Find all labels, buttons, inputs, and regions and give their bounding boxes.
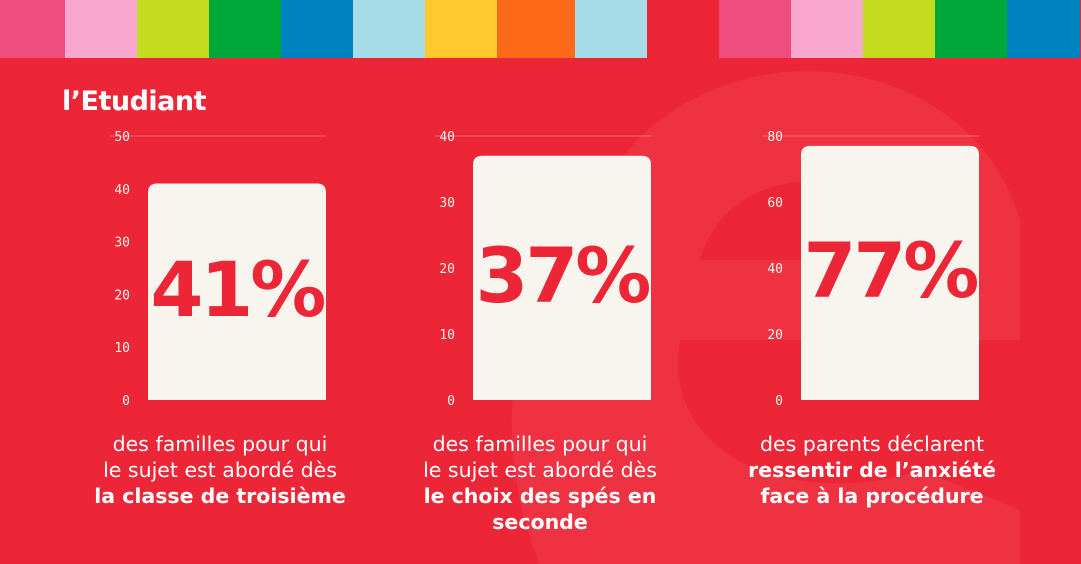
y-tick-label: 80 <box>767 130 783 145</box>
bar <box>801 145 979 400</box>
stripe-block <box>863 0 935 58</box>
y-tick-label: 10 <box>439 328 455 343</box>
data-label: 37% <box>476 231 650 320</box>
y-tick-label: 40 <box>767 262 783 277</box>
caption-line-bold: face à la procédure <box>760 484 984 508</box>
bar-chart-spes-seconde: 0 10 20 30 40 37% <box>405 120 705 420</box>
caption-line: des familles pour qui <box>432 432 648 456</box>
stripe-block <box>137 0 209 58</box>
y-tick-label: 20 <box>767 328 783 343</box>
bar-chart-troisieme: 0 10 20 30 40 50 41% <box>80 120 380 420</box>
caption-line-bold: seconde <box>492 510 588 534</box>
y-tick-label: 0 <box>775 394 783 409</box>
y-tick-label: 0 <box>122 394 130 409</box>
stripe-block <box>0 0 65 58</box>
chart-svg: 0 20 40 60 80 77% <box>763 130 980 409</box>
y-tick-label: 40 <box>439 130 455 145</box>
caption-line-bold: ressentir de l’anxiété <box>748 458 996 482</box>
y-tick-label: 30 <box>439 196 455 211</box>
y-tick-label: 40 <box>114 183 130 198</box>
color-stripe <box>0 0 1081 58</box>
data-label: 77% <box>804 226 978 315</box>
y-tick-label: 20 <box>114 288 130 303</box>
stripe-block <box>425 0 497 58</box>
stripe-block <box>497 0 575 58</box>
y-tick-label: 60 <box>767 196 783 211</box>
stripe-block <box>65 0 137 58</box>
y-tick-label: 10 <box>114 341 130 356</box>
y-tick-label: 0 <box>447 394 455 409</box>
caption-line-bold: la classe de troisième <box>94 484 346 508</box>
chart-svg: 0 10 20 30 40 50 41% <box>110 130 327 409</box>
caption-line: le sujet est abordé dès <box>423 458 657 482</box>
bar <box>473 155 651 400</box>
stripe-block <box>647 0 719 58</box>
bar <box>148 183 326 400</box>
y-tick-label: 20 <box>439 262 455 277</box>
data-label: 41% <box>151 245 325 334</box>
caption-line: des familles pour qui <box>112 432 328 456</box>
caption-spes-seconde: des familles pour qui le sujet est abordé… <box>380 431 700 535</box>
stripe-block <box>719 0 791 58</box>
stripe-block <box>209 0 281 58</box>
stripe-block <box>1007 0 1080 58</box>
y-tick-label: 30 <box>114 236 130 251</box>
chart-svg: 0 10 20 30 40 37% <box>435 130 652 409</box>
caption-troisieme: des familles pour qui le sujet est abordé… <box>60 431 380 509</box>
caption-line: le sujet est abordé dès <box>103 458 337 482</box>
y-tick-label: 50 <box>114 130 130 145</box>
caption-anxiete: des parents déclarent ressentir de l’anxi… <box>712 431 1032 509</box>
stripe-block <box>791 0 863 58</box>
stripe-block <box>935 0 1007 58</box>
bar-chart-anxiete: 0 20 40 60 80 77% <box>733 120 1033 420</box>
caption-line: des parents déclarent <box>760 432 984 456</box>
stripe-block <box>281 0 353 58</box>
letudiant-logo: l’Etudiant <box>62 86 207 117</box>
stripe-block <box>575 0 647 58</box>
stripe-block <box>353 0 425 58</box>
caption-line-bold: le choix des spés en <box>423 484 657 508</box>
